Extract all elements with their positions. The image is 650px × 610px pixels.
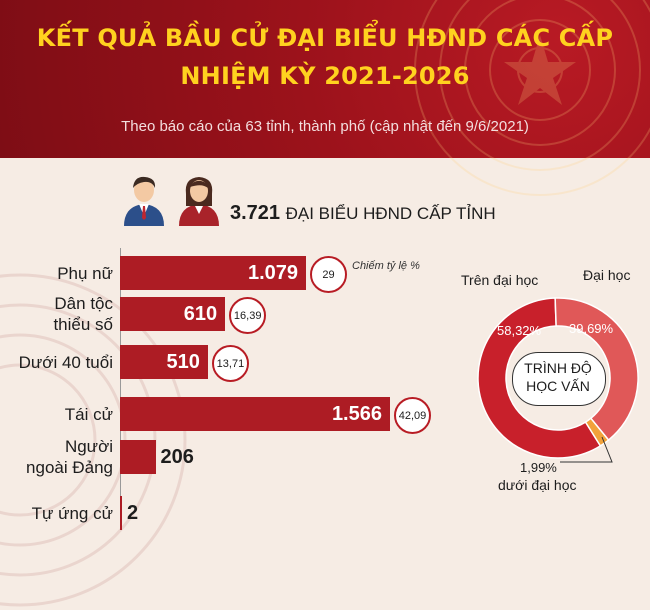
donut-slice — [554, 297, 639, 442]
bar — [120, 345, 208, 379]
donut-slice-label: Đại học — [583, 267, 631, 283]
header-banner: KẾT QUẢ BẦU CỬ ĐẠI BIỂU HĐND CÁC CẤP NHI… — [0, 0, 650, 196]
donut-slice-label: Trên đại học — [461, 272, 539, 288]
bar-chart-axis — [120, 248, 121, 511]
bronze-drum-pattern — [414, 0, 650, 196]
donut-center-label-line-2: HỌC VẤN — [526, 378, 590, 394]
bar-value-label: 1.079 — [247, 262, 299, 284]
donut-slice — [477, 297, 602, 459]
bar-category-label: Phụ nữ — [57, 263, 113, 284]
total-delegates-value: 3.721 — [230, 202, 281, 224]
percent-note: Chiếm tỷ lệ % — [352, 260, 420, 272]
page-title-line-2: NHIỆM KỲ 2021-2026 — [180, 62, 470, 90]
donut-center-label-line-1: TRÌNH ĐỘ — [524, 360, 592, 376]
page-title-line-1: KẾT QUẢ BẦU CỬ ĐẠI BIỂU HĐND CÁC CẤP — [36, 24, 614, 52]
education-donut-chart — [477, 297, 639, 463]
donut-slice-label: dưới đại học — [498, 477, 577, 493]
donut-center-label: TRÌNH ĐỘ HỌC VẤN — [518, 359, 598, 395]
bar-value-label: 610 — [183, 303, 218, 325]
percent-badge: 42,09 — [394, 397, 431, 434]
page-subtitle: Theo báo cáo của 63 tỉnh, thành phố (cập… — [121, 118, 529, 135]
percent-badge: 16,39 — [229, 297, 267, 334]
percent-badge: 13,71 — [211, 345, 249, 382]
donut-center-badge — [512, 352, 606, 406]
female-delegate-icon — [179, 177, 219, 226]
percent-badge: 29 — [310, 256, 348, 293]
donut-slice-value: 39,69% — [569, 321, 614, 336]
total-delegates-label: ĐẠI BIỂU HĐND CẤP TỈNH — [285, 204, 496, 223]
bar-category-label: Tái cử — [65, 404, 113, 425]
bar-category-label: Người ngoài Đảng — [26, 436, 113, 478]
donut-leader-line — [560, 436, 613, 463]
bar-category-label-line: Tái cử — [64, 404, 113, 424]
bar — [120, 440, 156, 474]
bar-value-label: 510 — [166, 351, 200, 373]
bar — [120, 397, 390, 431]
bar-category-label-line: Dân tộc — [54, 294, 113, 313]
bar-value-label: 1.566 — [331, 403, 382, 425]
total-delegates: 3.721 ĐẠI BIỂU HĐND CẤP TỈNH — [230, 202, 496, 225]
bar — [120, 297, 226, 331]
bar-category-label: Dưới 40 tuổi — [19, 352, 113, 373]
male-delegate-icon — [124, 176, 164, 226]
donut-slice-value: 58,32% — [497, 323, 542, 338]
bar-category-label-line: Người — [64, 437, 113, 456]
bar-category-label: Dân tộc thiểu số — [53, 293, 113, 335]
bar — [120, 256, 307, 290]
bar-category-label-line: ngoài Đảng — [26, 458, 113, 477]
bar-category-label-line: Phụ nữ — [57, 263, 113, 283]
donut-slice-value: 1,99% — [520, 460, 557, 475]
bar-category-label-line: Dưới 40 tuổi — [18, 352, 113, 372]
bar-value-label: 206 — [160, 446, 194, 468]
bar-category-label-line: thiểu số — [53, 315, 113, 334]
